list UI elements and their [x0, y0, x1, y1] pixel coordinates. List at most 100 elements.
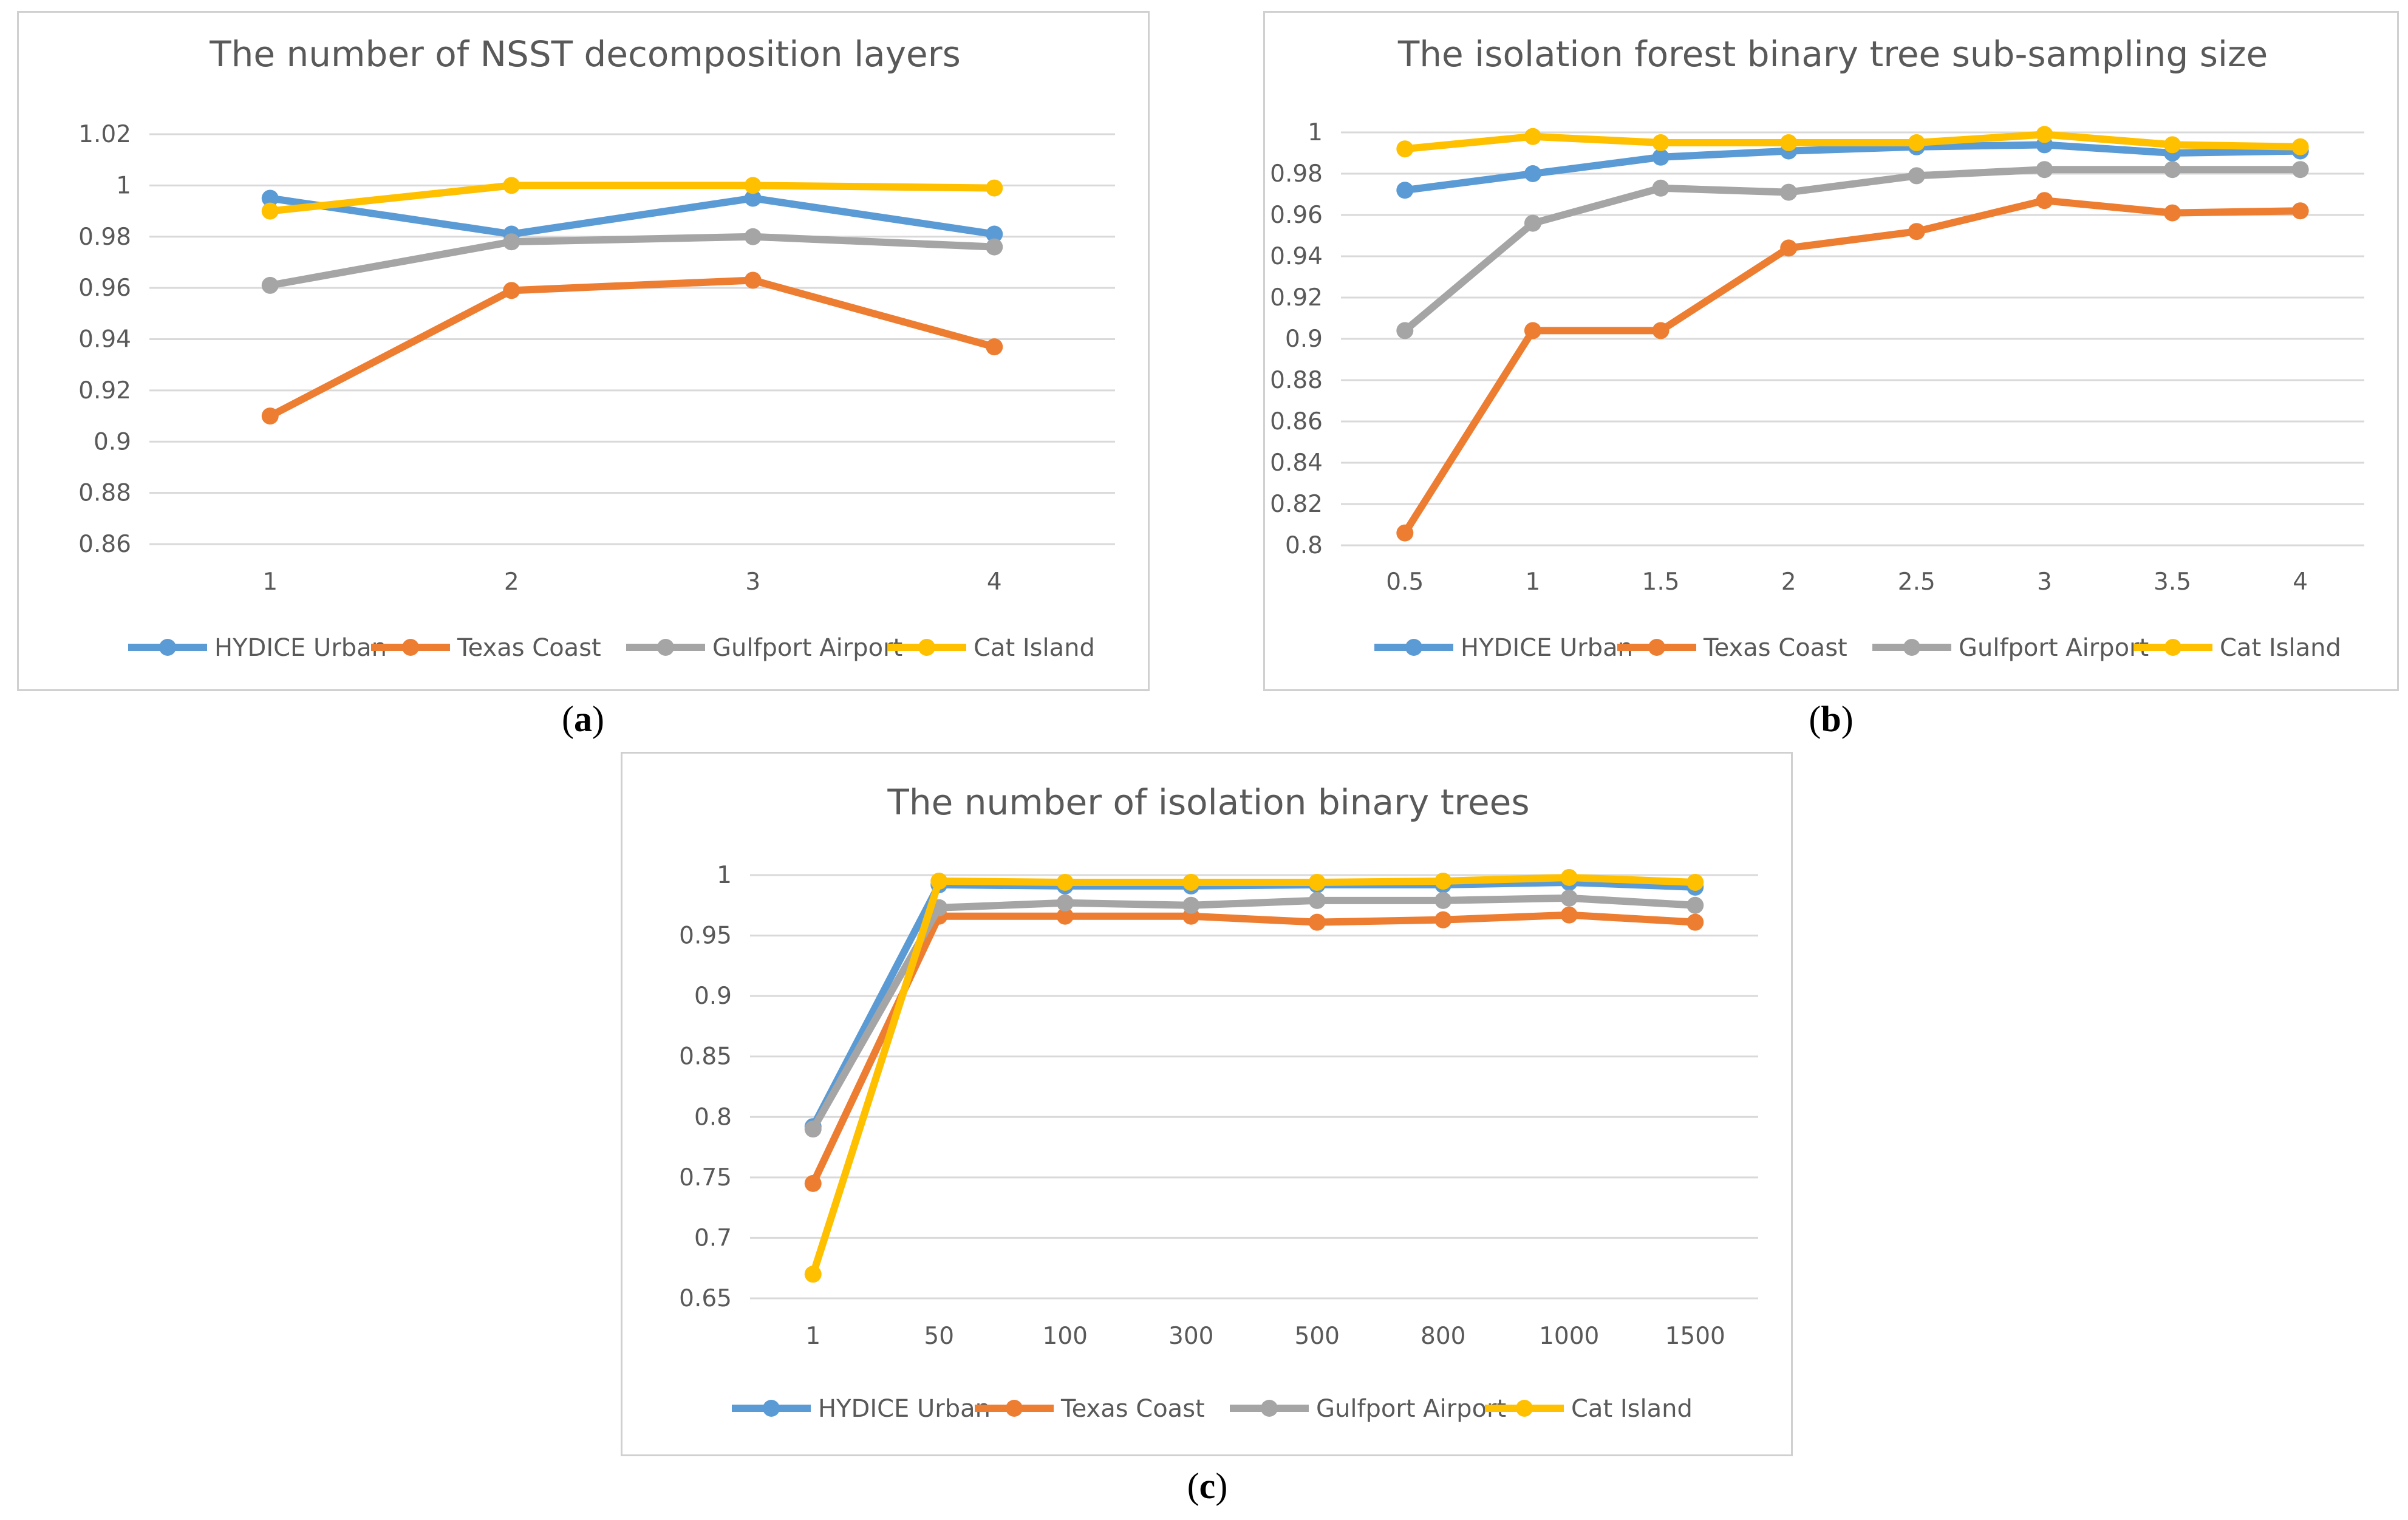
- data-point-texas-coast: [1780, 239, 1798, 257]
- chart-b-svg: The isolation forest binary tree sub-sam…: [1270, 33, 2364, 662]
- y-tick-label: 0.88: [1270, 367, 1323, 394]
- data-point-cat-island: [503, 177, 520, 194]
- data-point-cat-island: [986, 179, 1003, 197]
- chart-title: The number of NSST decomposition layers: [209, 33, 961, 75]
- data-point-texas-coast: [744, 271, 762, 289]
- legend-label: Texas Coast: [1703, 634, 1847, 662]
- x-tick-label: 2: [504, 568, 519, 596]
- y-tick-label: 0.96: [1270, 202, 1323, 229]
- data-point-gulfport-airport: [1687, 896, 1704, 914]
- y-tick-label: 0.88: [78, 480, 131, 507]
- data-point-texas-coast: [2164, 204, 2181, 222]
- y-tick-label: 0.94: [1270, 243, 1323, 270]
- x-tick-label: 0.5: [1386, 568, 1424, 596]
- x-tick-label: 500: [1295, 1323, 1340, 1350]
- series-line-hydice-urban: [1401, 141, 2304, 194]
- legend-label: Cat Island: [974, 634, 1095, 662]
- legend-item-texas-coast: Texas Coast: [975, 1395, 1205, 1423]
- data-point-hydice-urban: [1652, 148, 1670, 166]
- data-point-texas-coast: [1056, 907, 1074, 925]
- data-point-gulfport-airport: [261, 276, 279, 294]
- y-tick-label: 0.92: [78, 377, 131, 404]
- chart-panel-a: The number of NSST decomposition layers 0…: [17, 11, 1150, 691]
- chart-title: The isolation forest binary tree sub-sam…: [1397, 33, 2268, 75]
- data-point-texas-coast: [2291, 202, 2309, 220]
- data-point-texas-coast: [1687, 913, 1704, 931]
- data-point-gulfport-airport: [1908, 167, 1925, 185]
- data-point-cat-island: [1687, 873, 1704, 891]
- legend-label: HYDICE Urban: [1461, 634, 1633, 662]
- chart-a-svg: The number of NSST decomposition layers 0…: [78, 33, 1115, 662]
- y-tick-label: 0.9: [94, 428, 131, 455]
- data-point-gulfport-airport: [1308, 891, 1326, 909]
- data-point-hydice-urban: [261, 189, 279, 207]
- data-point-gulfport-airport: [503, 233, 520, 251]
- series-line-texas-coast: [809, 911, 1699, 1187]
- legend-swatch-marker: [1405, 639, 1422, 656]
- legend-label: Cat Island: [2220, 634, 2341, 662]
- y-tick-label: 0.9: [694, 983, 732, 1010]
- x-tick-label: 3: [2037, 568, 2052, 596]
- series-line-hydice-urban: [266, 194, 998, 238]
- x-tick-label: 1000: [1539, 1323, 1599, 1350]
- data-point-cat-island: [930, 872, 948, 890]
- data-point-texas-coast: [986, 338, 1003, 356]
- x-tick-label: 3: [745, 568, 760, 596]
- chart-title: The number of isolation binary trees: [887, 782, 1529, 823]
- series-line-cat-island: [809, 873, 1699, 1278]
- data-point-gulfport-airport: [1434, 891, 1452, 909]
- legend-swatch-marker: [1648, 639, 1665, 656]
- legend-swatch-marker: [1006, 1400, 1023, 1417]
- x-tick-label: 1.5: [1642, 568, 1680, 596]
- y-tick-label: 0.98: [1270, 160, 1323, 188]
- data-point-gulfport-airport: [2164, 161, 2181, 179]
- data-point-gulfport-airport: [1524, 214, 1541, 232]
- data-point-cat-island: [804, 1266, 822, 1283]
- series-line-gulfport-airport: [266, 233, 998, 289]
- x-tick-label: 2: [1781, 568, 1796, 596]
- data-point-texas-coast: [1308, 913, 1326, 931]
- data-point-cat-island: [1182, 873, 1200, 891]
- y-tick-label: 0.85: [679, 1043, 732, 1071]
- legend-swatch-marker: [1516, 1400, 1533, 1417]
- y-tick-label: 0.82: [1270, 491, 1323, 518]
- data-point-hydice-urban: [1396, 182, 1414, 199]
- y-tick-label: 0.75: [679, 1164, 732, 1191]
- data-point-cat-island: [1396, 140, 1414, 158]
- y-tick-label: 0.8: [694, 1103, 732, 1131]
- data-point-gulfport-airport: [1182, 896, 1200, 914]
- series-line-texas-coast: [1401, 197, 2304, 537]
- caption-b: (b): [1809, 699, 1854, 739]
- data-point-gulfport-airport: [1560, 889, 1578, 907]
- data-point-cat-island: [1560, 868, 1578, 886]
- data-point-cat-island: [1524, 128, 1541, 145]
- data-point-cat-island: [261, 202, 279, 220]
- data-point-cat-island: [2291, 138, 2309, 155]
- legend-item-hydice-urban: HYDICE Urban: [732, 1395, 991, 1423]
- y-tick-label: 0.98: [78, 223, 131, 251]
- legend-item-gulfport-airport: Gulfport Airport: [1230, 1395, 1506, 1423]
- data-point-gulfport-airport: [804, 1120, 822, 1138]
- legend-label: Texas Coast: [1060, 1395, 1205, 1423]
- legend-label: HYDICE Urban: [214, 634, 387, 662]
- x-tick-label: 100: [1043, 1323, 1088, 1350]
- legend-swatch-marker: [1903, 639, 1920, 656]
- data-point-cat-island: [1908, 134, 1925, 151]
- legend-item-gulfport-airport: Gulfport Airport: [1872, 634, 2149, 662]
- y-tick-label: 0.86: [78, 531, 131, 558]
- data-point-texas-coast: [1560, 906, 1578, 924]
- data-point-cat-island: [1652, 134, 1670, 151]
- legend-label: Cat Island: [1571, 1395, 1693, 1423]
- legend-swatch-marker: [763, 1400, 780, 1417]
- legend-item-gulfport-airport: Gulfport Airport: [626, 634, 902, 662]
- legend-label: Texas Coast: [457, 634, 601, 662]
- legend-item-texas-coast: Texas Coast: [1617, 634, 1847, 662]
- data-point-hydice-urban: [1524, 165, 1541, 182]
- data-point-cat-island: [1780, 134, 1798, 151]
- caption-a: (a): [562, 699, 604, 739]
- y-tick-label: 0.9: [1285, 325, 1323, 353]
- legend-label: Gulfport Airport: [712, 634, 902, 662]
- series-line-gulfport-airport: [809, 894, 1699, 1133]
- series-line-texas-coast: [266, 276, 998, 420]
- data-point-texas-coast: [1652, 322, 1670, 339]
